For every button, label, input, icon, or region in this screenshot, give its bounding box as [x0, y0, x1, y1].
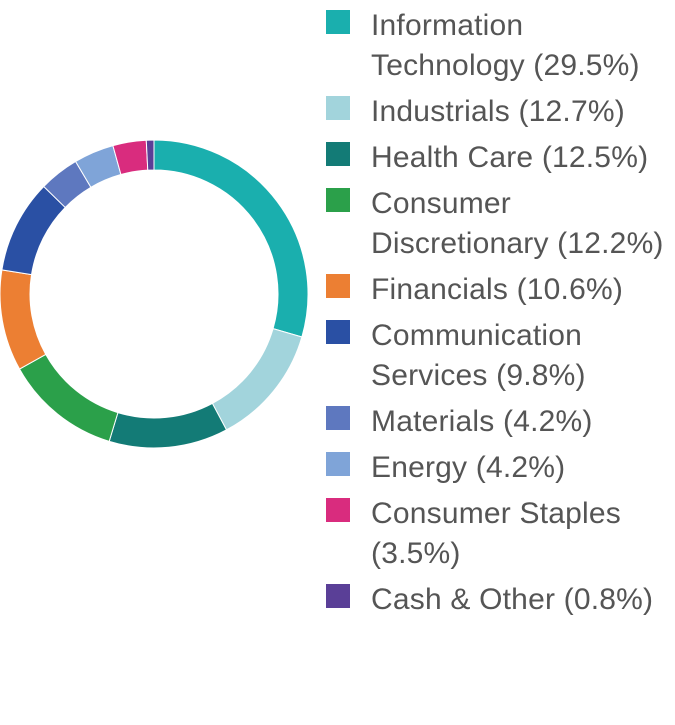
- legend-label: Industrials (12.7%): [371, 95, 625, 128]
- legend-label: Energy (4.2%): [371, 451, 566, 484]
- legend-swatch: [326, 142, 350, 166]
- legend-label: Cash & Other (0.8%): [371, 583, 654, 616]
- legend-item: Energy (4.2%): [326, 448, 672, 488]
- donut-slice-1: [211, 327, 303, 431]
- legend-item: Consumer Staples (3.5%): [326, 494, 672, 574]
- legend-swatch: [326, 452, 350, 476]
- legend-item: Materials (4.2%): [326, 402, 672, 442]
- legend-label: Information Technology (29.5%): [371, 9, 640, 82]
- donut-slice-0: [153, 140, 309, 338]
- donut-slice-3: [18, 353, 119, 442]
- legend-swatch: [326, 96, 350, 120]
- legend: Information Technology (29.5%) Industrial…: [326, 6, 672, 626]
- legend-label: Consumer Discretionary (12.2%): [371, 187, 664, 260]
- donut-slice-4: [0, 269, 47, 370]
- legend-swatch: [326, 584, 350, 608]
- legend-swatch: [326, 320, 350, 344]
- legend-swatch: [326, 188, 350, 212]
- legend-item: Cash & Other (0.8%): [326, 580, 672, 620]
- legend-label: Communication Services (9.8%): [371, 319, 586, 392]
- legend-item: Health Care (12.5%): [326, 138, 672, 178]
- legend-item: Financials (10.6%): [326, 270, 672, 310]
- legend-swatch: [326, 274, 350, 298]
- legend-label: Health Care (12.5%): [371, 141, 649, 174]
- legend-item: Consumer Discretionary (12.2%): [326, 184, 672, 264]
- donut-slice-5: [1, 185, 66, 276]
- legend-swatch: [326, 10, 350, 34]
- donut-chart: [0, 140, 309, 449]
- donut-slice-2: [108, 402, 228, 449]
- legend-label: Financials (10.6%): [371, 273, 624, 306]
- legend-swatch: [326, 406, 350, 430]
- legend-item: Industrials (12.7%): [326, 92, 672, 132]
- legend-label: Materials (4.2%): [371, 405, 593, 438]
- legend-item: Communication Services (9.8%): [326, 316, 672, 396]
- donut-slice-9: [145, 140, 155, 171]
- legend-item: Information Technology (29.5%): [326, 6, 672, 86]
- legend-swatch: [326, 498, 350, 522]
- legend-label: Consumer Staples (3.5%): [371, 497, 621, 570]
